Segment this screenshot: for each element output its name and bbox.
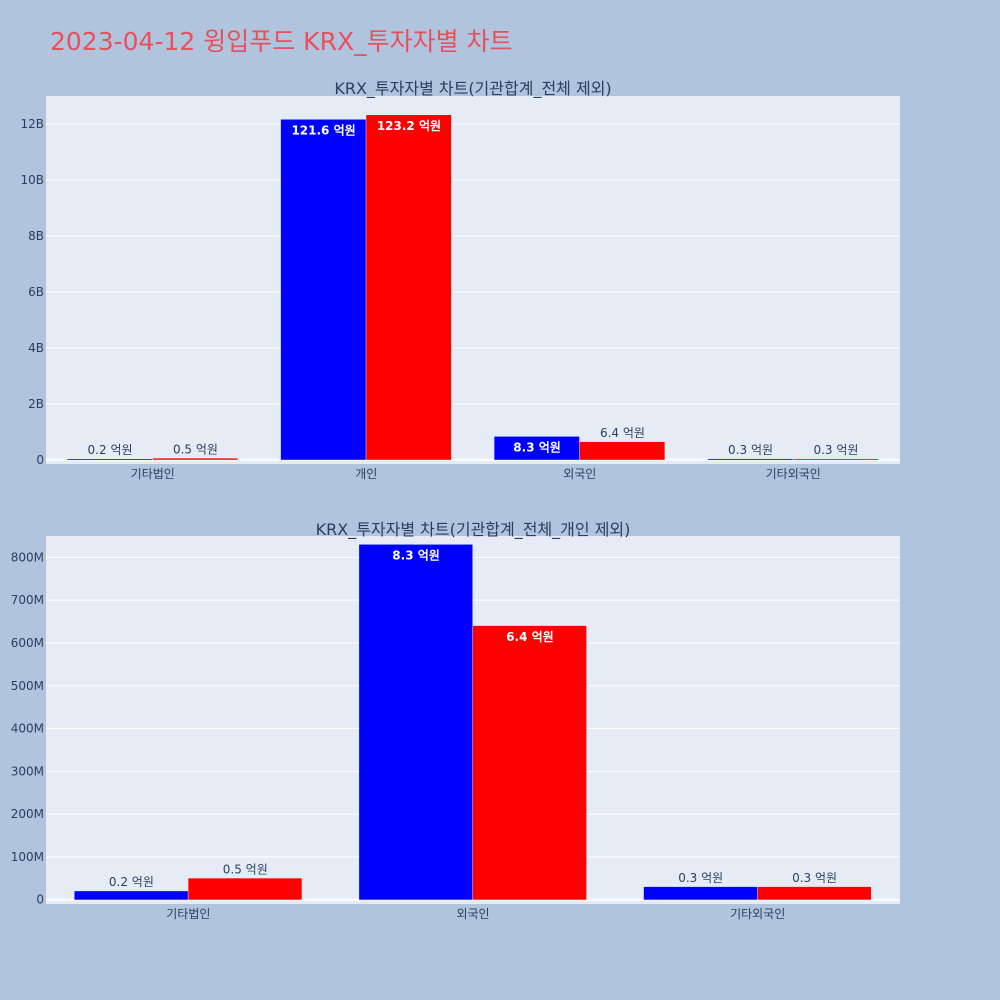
data-label: 0.3 억원 [678,871,723,885]
y-tick-label: 200M [11,807,44,821]
chart-title: KRX_투자자별 차트(기관합계_전체 제외) [334,79,611,99]
data-label: 0.2 억원 [88,443,133,457]
chart-bottom: KRX_투자자별 차트(기관합계_전체_개인 제외) 0 100M 200M 300M 4… [11,520,900,921]
bar [188,878,302,900]
data-label: 121.6 억원 [291,124,355,138]
y-tick-label: 500M [11,679,44,693]
data-label: 6.4 억원 [600,426,645,440]
y-tick-label: 12B [20,117,44,131]
y-tick-label: 300M [11,764,44,778]
bar [494,436,580,460]
page-title: 2023-04-12 윙입푸드 KRX_투자자별 차트 [50,27,513,56]
y-tick-label: 0 [36,453,44,467]
bar [74,891,188,900]
y-tick-label: 6B [28,285,44,299]
data-label: 0.5 억원 [223,862,268,876]
bar [359,544,473,900]
x-tick-label: 개인 [355,467,377,481]
data-label: 123.2 억원 [377,119,441,133]
plot-area [46,96,900,464]
y-tick-label: 700M [11,593,44,607]
y-tick-label: 600M [11,636,44,650]
y-tick-label: 2B [28,397,44,411]
bar [579,441,665,460]
data-label: 8.3 억원 [513,441,561,455]
bar [280,119,366,460]
data-label: 0.5 억원 [173,442,218,456]
bar [643,886,758,900]
x-tick-label: 외국인 [456,907,489,921]
data-label: 0.3 억원 [813,443,858,457]
data-label: 0.2 억원 [109,875,154,889]
y-tick-label: 400M [11,722,44,736]
bar [152,458,238,460]
data-label: 6.4 억원 [506,630,554,644]
y-tick-label: 100M [11,850,44,864]
y-tick-label: 800M [11,550,44,564]
chart-top: KRX_투자자별 차트(기관합계_전체 제외) 0 2B 4B 6B 8B 10B 12B 기타… [20,79,900,481]
bar [793,458,879,460]
x-tick-label: 기타외국인 [766,467,821,481]
chart-title: KRX_투자자별 차트(기관합계_전체_개인 제외) [316,520,631,540]
x-tick-label: 기타법인 [166,907,210,921]
bar [757,886,872,900]
data-label: 8.3 억원 [392,549,440,563]
x-tick-label: 외국인 [563,467,596,481]
y-tick-label: 4B [28,341,44,355]
y-tick-label: 8B [28,229,44,243]
bar [67,459,153,460]
y-tick-label: 10B [20,173,44,187]
bar [473,625,587,900]
data-label: 0.3 억원 [792,871,837,885]
x-tick-label: 기타법인 [131,467,175,481]
y-tick-label: 0 [36,893,44,907]
data-label: 0.3 억원 [728,443,773,457]
x-tick-label: 기타외국인 [730,907,785,921]
bar [366,115,452,460]
bar [707,458,793,460]
